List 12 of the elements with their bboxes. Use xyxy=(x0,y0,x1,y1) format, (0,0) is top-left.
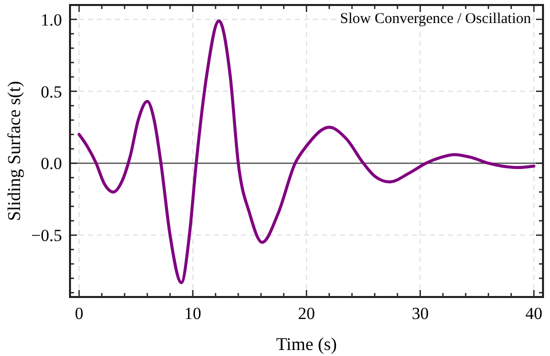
y-tick-label: −0.5 xyxy=(31,226,62,246)
x-tick-label: 40 xyxy=(525,304,542,323)
annotation: Slow Convergence / Oscillation xyxy=(340,11,532,27)
x-tick-label: 30 xyxy=(412,304,429,323)
y-axis-title: Sliding Surface s(t) xyxy=(4,81,24,221)
x-tick-label: 10 xyxy=(184,304,202,323)
y-tick-label: 0.0 xyxy=(40,154,62,174)
x-axis-title: Time (s) xyxy=(276,334,337,354)
y-tick-label: 0.5 xyxy=(40,82,62,102)
y-tick-label: 1.0 xyxy=(40,10,62,30)
x-tick-label: 20 xyxy=(298,304,315,323)
x-tick-label: 0 xyxy=(74,304,84,323)
